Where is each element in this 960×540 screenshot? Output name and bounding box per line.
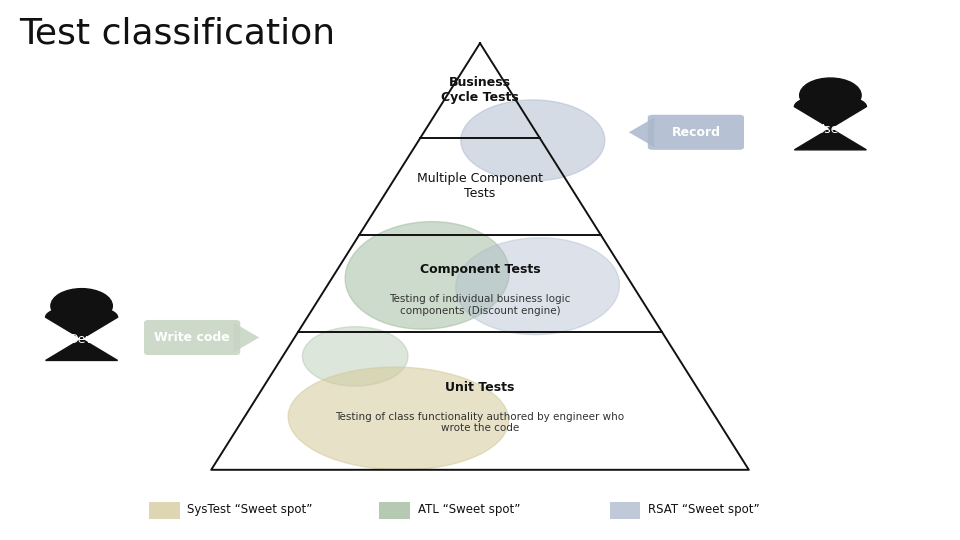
- Ellipse shape: [288, 367, 509, 470]
- Polygon shape: [233, 322, 259, 353]
- Text: Testing of class functionality authored by engineer who
wrote the code: Testing of class functionality authored …: [335, 411, 625, 433]
- Text: Multiple Component
Tests: Multiple Component Tests: [417, 172, 543, 200]
- Polygon shape: [46, 306, 117, 361]
- Circle shape: [51, 288, 112, 323]
- Text: Record: Record: [671, 126, 720, 139]
- Text: SysTest “Sweet spot”: SysTest “Sweet spot”: [187, 503, 313, 516]
- Text: Test classification: Test classification: [19, 16, 335, 50]
- Text: Write code: Write code: [155, 331, 230, 344]
- Ellipse shape: [302, 327, 408, 386]
- Polygon shape: [795, 95, 866, 150]
- Polygon shape: [629, 117, 655, 147]
- FancyBboxPatch shape: [144, 320, 240, 355]
- Ellipse shape: [346, 221, 509, 329]
- FancyBboxPatch shape: [610, 502, 640, 519]
- Text: ATL “Sweet spot”: ATL “Sweet spot”: [418, 503, 520, 516]
- FancyBboxPatch shape: [149, 502, 180, 519]
- Ellipse shape: [456, 238, 619, 335]
- Text: Unit Tests: Unit Tests: [445, 381, 515, 394]
- Text: Testing of individual business logic
components (Discount engine): Testing of individual business logic com…: [390, 294, 570, 316]
- Text: Business
Cycle Tests: Business Cycle Tests: [442, 77, 518, 104]
- Text: User: User: [816, 123, 845, 136]
- Text: RSAT “Sweet spot”: RSAT “Sweet spot”: [648, 503, 759, 516]
- Text: Dev: Dev: [69, 333, 94, 346]
- Circle shape: [800, 78, 861, 113]
- Ellipse shape: [461, 100, 605, 181]
- Text: Component Tests: Component Tests: [420, 264, 540, 276]
- FancyBboxPatch shape: [379, 502, 410, 519]
- FancyBboxPatch shape: [648, 114, 744, 150]
